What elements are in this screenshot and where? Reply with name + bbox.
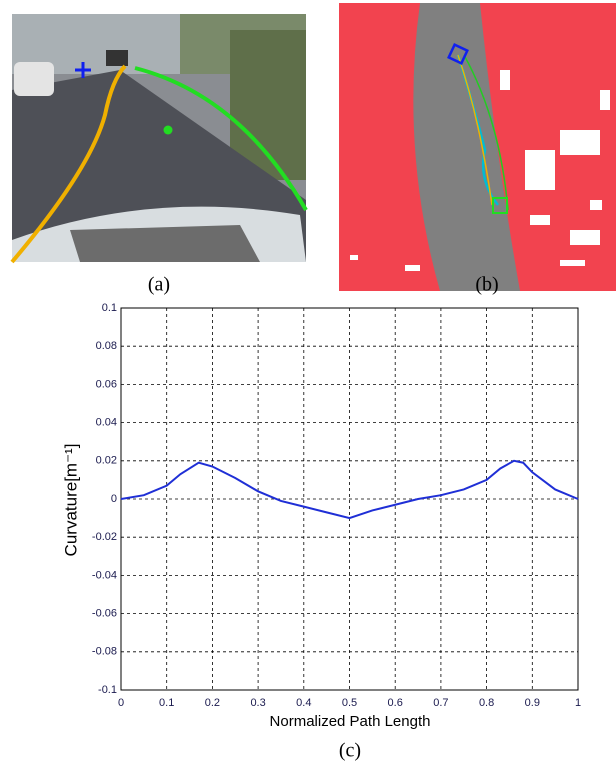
x-tick-label: 0 bbox=[118, 697, 124, 709]
x-tick-label: 0.2 bbox=[205, 697, 220, 709]
y-axis-label: Curvature[m⁻¹] bbox=[61, 444, 80, 557]
y-tick-label: 0.06 bbox=[96, 378, 117, 390]
x-tick-label: 0.8 bbox=[479, 697, 494, 709]
x-axis-label: Normalized Path Length bbox=[270, 713, 431, 730]
y-tick-label: -0.08 bbox=[92, 646, 117, 658]
x-tick-label: 0.5 bbox=[342, 697, 357, 709]
chart: -0.1 -0.08 -0.06 -0.04 -0.02 0 0.02 0.04 0.06 0.0… bbox=[92, 302, 581, 709]
y-tick-label: 0.1 bbox=[102, 302, 117, 314]
figure: (a) (b) -0.1 -0.08 -0.06 -0.04 -0.02 0 0.02 0.0… bbox=[0, 0, 616, 771]
x-tick-label: 0.4 bbox=[296, 697, 311, 709]
x-tick-label: 0.6 bbox=[388, 697, 403, 709]
panel-caption: (a) bbox=[148, 274, 170, 296]
y-tick-label: 0.04 bbox=[96, 417, 117, 429]
x-tick-label: 0.9 bbox=[525, 697, 540, 709]
y-tick-label: 0.02 bbox=[96, 455, 117, 467]
x-tick-label: 0.7 bbox=[433, 697, 448, 709]
panel-caption: (c) bbox=[339, 740, 361, 762]
occupancy-map bbox=[339, 3, 616, 291]
y-tick-label: 0 bbox=[111, 493, 117, 505]
y-tick-label: -0.02 bbox=[92, 531, 117, 543]
y-tick-label: -0.04 bbox=[92, 569, 117, 581]
y-tick-label: -0.06 bbox=[92, 608, 117, 620]
y-tick-label: -0.1 bbox=[98, 684, 117, 696]
x-tick-label: 0.1 bbox=[159, 697, 174, 709]
camera-image bbox=[12, 14, 306, 262]
x-tick-label: 1 bbox=[575, 697, 581, 709]
figure-svg: (a) (b) -0.1 -0.08 -0.06 -0.04 -0.02 0 0.02 0.0… bbox=[0, 0, 616, 771]
panel-caption: (b) bbox=[475, 274, 498, 296]
y-tick-label: 0.08 bbox=[96, 340, 117, 352]
x-tick-label: 0.3 bbox=[250, 697, 265, 709]
